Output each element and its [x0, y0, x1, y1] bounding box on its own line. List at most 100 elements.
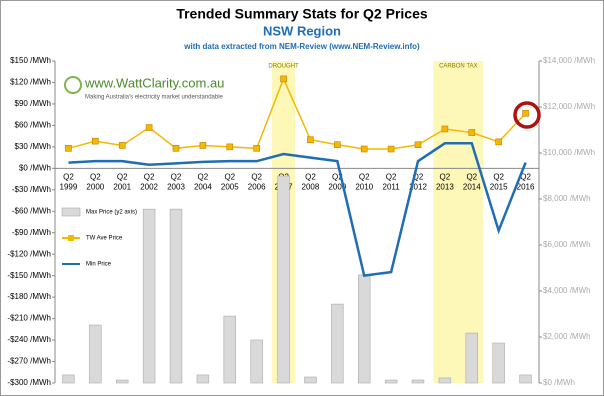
highlight-circle	[513, 101, 541, 129]
line-marker	[307, 136, 314, 144]
y-tick-label: -$300 /MWh	[7, 378, 51, 387]
x-tick-label: 2005	[221, 182, 239, 191]
x-tick-period: Q2	[144, 172, 155, 181]
span-label: CARBON TAX	[439, 64, 477, 70]
logo-name: www.WattClarity.com.au	[84, 75, 224, 90]
line-marker	[495, 138, 502, 146]
legend-label: Min Price	[86, 262, 112, 268]
line-marker	[199, 142, 207, 149]
legend-marker	[68, 235, 74, 241]
x-tick-period: Q2	[305, 172, 316, 181]
bar	[169, 208, 183, 384]
bar	[411, 379, 425, 384]
y-tick-label: -$270 /MWh	[7, 357, 51, 366]
logo-icon	[64, 76, 82, 94]
bar	[223, 315, 236, 384]
y2-tick-label: $4,000 /MWh	[543, 286, 591, 295]
x-tick-label: 2006	[248, 182, 266, 191]
legend-swatch	[61, 207, 81, 217]
y-tick-label: -$120 /MWh	[7, 249, 51, 258]
bar	[492, 342, 505, 384]
bar	[89, 324, 102, 384]
x-tick-period: Q2	[198, 172, 209, 181]
x-tick-period: Q2	[413, 172, 424, 181]
x-tick-period: Q2	[386, 172, 397, 181]
bar	[331, 303, 344, 384]
x-tick-period: Q2	[251, 172, 262, 181]
y2-tick-label: $12,000 /MWh	[543, 102, 595, 111]
logo-tagline: Making Australia's electricity market un…	[85, 95, 224, 101]
legend-label: TW Ave Price	[86, 236, 123, 242]
bar	[142, 208, 156, 384]
source-note: with data extracted from NEM-Review (www…	[183, 42, 420, 51]
y-tick-label: -$60 /MWh	[12, 206, 51, 215]
y-tick-label: $120 /MWh	[10, 78, 51, 87]
x-tick-label: 2013	[436, 182, 454, 191]
y2-tick-label: $2,000 /MWh	[543, 332, 591, 341]
y2-tick-label: $8,000 /MWh	[543, 194, 591, 203]
x-tick-period: Q2	[440, 172, 451, 181]
x-tick-label: 2015	[490, 182, 508, 191]
x-tick-period: Q2	[224, 172, 235, 181]
x-tick-label: 2016	[517, 182, 535, 191]
chart-subtitle: NSW Region	[263, 23, 341, 38]
line-marker	[441, 125, 449, 133]
bar	[277, 175, 290, 384]
y-tick-label: $30 /MWh	[15, 142, 51, 151]
y-tick-label: -$240 /MWh	[7, 335, 51, 344]
x-tick-label: 2002	[140, 182, 158, 191]
x-tick-label: 2011	[383, 182, 401, 191]
line-marker	[92, 137, 99, 145]
line-marker	[253, 144, 260, 152]
y2-tick-label: $14,000 /MWh	[543, 56, 595, 65]
bar	[196, 374, 210, 384]
logo: www.WattClarity.com.au Making Australia'…	[64, 75, 224, 101]
x-tick-period: Q2	[63, 172, 74, 181]
y-tick-label: -$30 /MWh	[12, 185, 51, 194]
y2-tick-label: $10,000 /MWh	[543, 148, 595, 157]
bar	[62, 374, 75, 384]
span-label: DROUGHT	[268, 64, 299, 70]
x-tick-label: 2014	[463, 182, 481, 191]
x-tick-period: Q2	[466, 172, 477, 181]
line-marker	[145, 124, 153, 131]
line-marker	[468, 129, 476, 136]
series-line	[68, 76, 527, 150]
bar	[250, 339, 263, 384]
x-tick-label: 2012	[409, 182, 427, 191]
bar	[438, 377, 452, 384]
x-tick-label: 2004	[194, 182, 212, 191]
x-tick-label: 1999	[60, 182, 78, 191]
line-marker	[334, 141, 341, 149]
x-tick-period: Q2	[90, 172, 101, 181]
y-tick-label: $60 /MWh	[15, 121, 51, 130]
y2-tick-label: $0 /MWh	[543, 378, 575, 387]
line-marker	[414, 141, 422, 149]
bar	[465, 332, 478, 384]
chart-title: Trended Summary Stats for Q2 Prices	[176, 6, 428, 22]
x-tick-label: 2009	[328, 182, 346, 191]
x-tick-label: 2001	[113, 182, 131, 191]
x-tick-period: Q2	[493, 172, 504, 181]
bar	[519, 374, 532, 384]
y-tick-label: $0 /MWh	[19, 163, 51, 172]
y-tick-label: -$150 /MWh	[7, 271, 51, 280]
line-marker	[65, 144, 72, 152]
line-marker	[360, 145, 368, 153]
x-tick-period: Q2	[171, 172, 182, 181]
y-tick-label: -$210 /MWh	[7, 314, 51, 323]
bar	[358, 274, 371, 384]
bar	[384, 379, 398, 384]
series-line	[68, 142, 527, 278]
x-tick-period: Q2	[332, 172, 343, 181]
x-tick-period: Q2	[359, 172, 370, 181]
x-tick-label: 2010	[355, 182, 373, 191]
line-marker	[226, 143, 234, 151]
y-tick-label: $150 /MWh	[10, 56, 51, 65]
x-tick-label: 2008	[302, 182, 320, 191]
x-tick-label: 2000	[86, 182, 104, 191]
bar	[116, 379, 129, 384]
shaded-span	[433, 61, 484, 383]
y-tick-label: $90 /MWh	[15, 99, 51, 108]
